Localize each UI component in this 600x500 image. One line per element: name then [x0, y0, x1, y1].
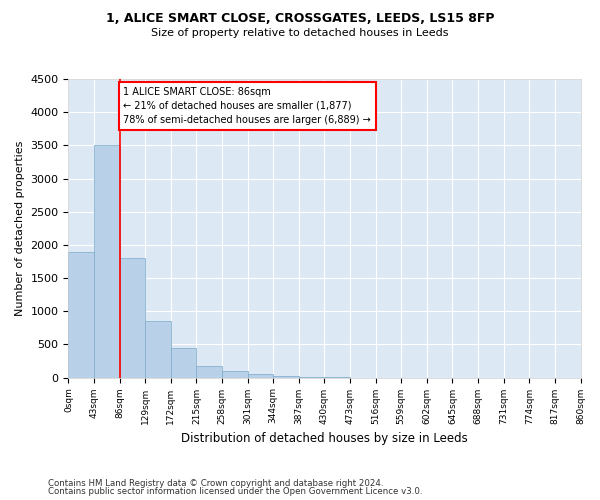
Bar [273, 376, 299, 378]
Bar [119, 258, 145, 378]
Bar [145, 321, 171, 378]
Bar [94, 146, 119, 378]
Text: Contains public sector information licensed under the Open Government Licence v3: Contains public sector information licen… [48, 487, 422, 496]
Bar [171, 348, 196, 378]
Text: Size of property relative to detached houses in Leeds: Size of property relative to detached ho… [151, 28, 449, 38]
Y-axis label: Number of detached properties: Number of detached properties [15, 140, 25, 316]
Bar [196, 366, 222, 378]
Text: 1, ALICE SMART CLOSE, CROSSGATES, LEEDS, LS15 8FP: 1, ALICE SMART CLOSE, CROSSGATES, LEEDS,… [106, 12, 494, 26]
Bar [248, 374, 273, 378]
Text: 1 ALICE SMART CLOSE: 86sqm
← 21% of detached houses are smaller (1,877)
78% of s: 1 ALICE SMART CLOSE: 86sqm ← 21% of deta… [124, 87, 371, 125]
Text: Contains HM Land Registry data © Crown copyright and database right 2024.: Contains HM Land Registry data © Crown c… [48, 478, 383, 488]
X-axis label: Distribution of detached houses by size in Leeds: Distribution of detached houses by size … [181, 432, 468, 445]
Bar [222, 371, 248, 378]
Bar [68, 252, 94, 378]
Bar [299, 377, 325, 378]
